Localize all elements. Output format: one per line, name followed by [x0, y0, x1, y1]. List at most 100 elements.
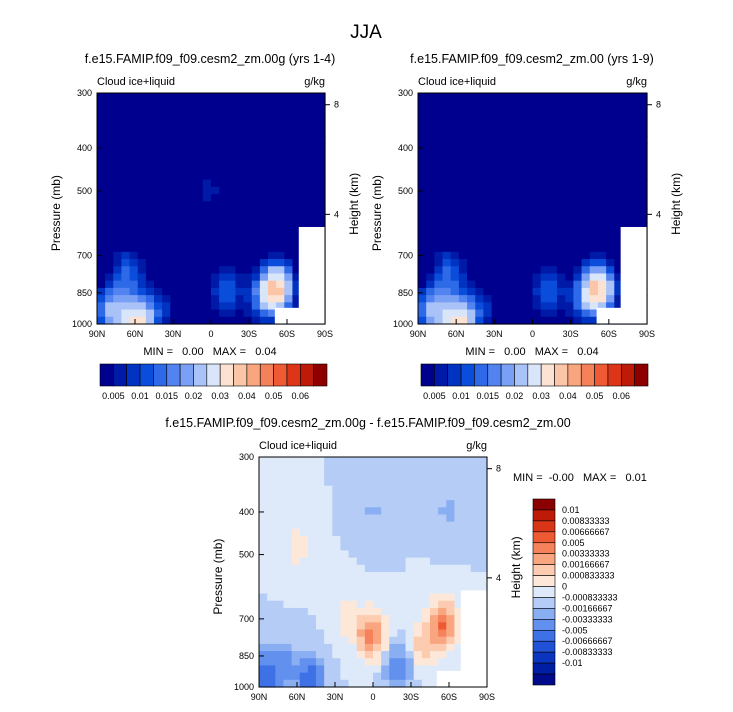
field-cell: [524, 251, 534, 260]
right-string: g/kg: [466, 440, 487, 452]
field-cell: [413, 658, 423, 667]
field-cell: [178, 157, 188, 166]
field-cell: [581, 237, 591, 246]
field-cell: [430, 507, 439, 516]
field-cell: [259, 658, 268, 667]
field-cell: [438, 651, 447, 659]
field-cell: [259, 492, 268, 501]
field-cell: [532, 273, 542, 282]
field-cell: [170, 222, 180, 231]
field-cell: [178, 93, 188, 101]
field-cell: [284, 266, 294, 275]
field-cell: [426, 259, 435, 267]
field-cell: [145, 150, 155, 159]
field-cell: [283, 579, 293, 587]
field-cell: [467, 186, 476, 195]
field-cell: [219, 266, 228, 275]
field-cell: [275, 643, 285, 652]
field-cell: [178, 222, 188, 231]
field-cell: [470, 536, 480, 544]
field-cell: [540, 201, 550, 210]
field-cell: [186, 316, 196, 325]
field-cell: [589, 179, 599, 188]
field-cell: [235, 273, 245, 282]
field-cell: [268, 280, 277, 289]
field-cell: [478, 500, 488, 508]
field-cell: [397, 643, 407, 652]
x-tick-label: 90N: [251, 692, 268, 702]
field-cell: [381, 464, 390, 472]
field-cell: [332, 679, 342, 688]
field-cell: [162, 287, 171, 296]
field-cell: [316, 651, 325, 659]
field-cell: [186, 237, 196, 246]
field-cell: [300, 179, 310, 188]
field-cell: [356, 471, 366, 480]
field-cell: [292, 143, 302, 152]
field-cell: [483, 309, 493, 318]
field-cell: [145, 208, 155, 217]
field-cell: [614, 114, 624, 123]
colorbar-box: [179, 363, 194, 387]
field-cell: [219, 244, 228, 253]
field-cell: [194, 165, 204, 174]
field-cell: [137, 100, 147, 109]
field-cell: [364, 521, 374, 530]
field-cell: [516, 295, 525, 303]
colorbar-label: -0.00333333: [562, 614, 613, 624]
field-cell: [446, 658, 456, 667]
field-cell: [283, 593, 293, 602]
field-cell: [462, 543, 472, 552]
field-cell: [434, 100, 444, 109]
field-cell: [532, 186, 542, 195]
field-cell: [332, 457, 342, 465]
field-cell: [276, 302, 285, 311]
field-cell: [276, 114, 285, 123]
field-cell: [450, 266, 460, 275]
field-cell: [219, 230, 228, 238]
field-cell: [113, 186, 123, 195]
field-cell: [516, 244, 525, 253]
field-cell: [186, 259, 196, 267]
field-cell: [430, 557, 439, 566]
field-cell: [340, 500, 350, 508]
field-cell: [129, 309, 139, 318]
field-cell: [308, 215, 318, 224]
field-cell: [499, 280, 509, 289]
field-cell: [235, 316, 245, 325]
field-cell: [235, 266, 245, 275]
field-cell: [129, 129, 139, 137]
field-cell: [299, 643, 309, 652]
field-cell: [373, 658, 382, 667]
field-cell: [292, 93, 302, 101]
field-cell: [129, 172, 139, 181]
field-cell: [105, 114, 114, 123]
field-cell: [284, 165, 294, 174]
field-cell: [235, 179, 245, 188]
field-cell: [454, 457, 464, 465]
field-cell: [438, 457, 447, 465]
field-cell: [450, 215, 460, 224]
field-cell: [381, 672, 390, 681]
field-cell: [178, 266, 188, 275]
panel-top-left: f.e15.FAMIP.f09_f09.cesm2_zm.00g (yrs 1-…: [49, 52, 361, 401]
field-cell: [475, 280, 485, 289]
field-cell: [316, 665, 325, 674]
field-cell: [267, 550, 276, 559]
field-cell: [316, 194, 326, 202]
field-cell: [397, 679, 407, 688]
field-cell: [211, 295, 220, 303]
field-cell: [475, 309, 485, 318]
colorbar-label: 0.00333333: [562, 549, 610, 559]
field-cell: [614, 129, 624, 137]
field-cell: [113, 295, 123, 303]
field-cell: [421, 536, 431, 544]
field-cell: [397, 492, 407, 501]
field-cell: [129, 143, 139, 152]
field-cell: [276, 100, 285, 109]
field-cell: [499, 273, 509, 282]
field-cell: [557, 121, 566, 130]
field-cell: [284, 215, 294, 224]
field-cell: [421, 665, 431, 674]
colorbar-box: [139, 363, 154, 387]
